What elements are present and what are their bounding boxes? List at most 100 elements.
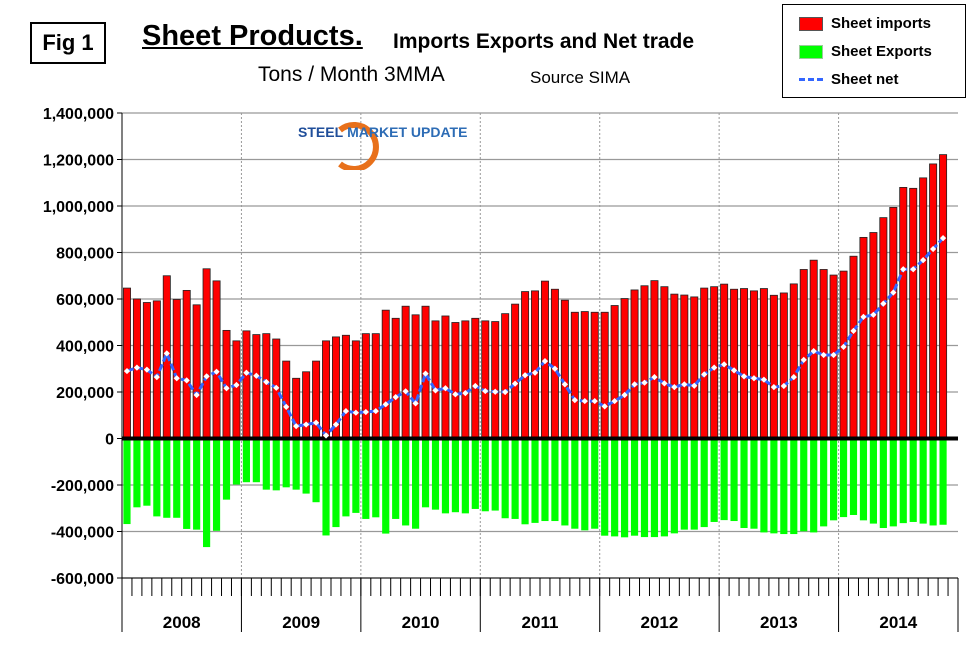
import-bar xyxy=(620,298,629,439)
export-bar xyxy=(909,438,917,522)
net-marker xyxy=(880,300,887,307)
net-marker xyxy=(740,373,748,380)
net-marker xyxy=(910,266,917,273)
import-bar xyxy=(859,236,868,439)
export-bar xyxy=(630,438,639,536)
export-bar xyxy=(601,438,609,536)
y-tick-label: 1,200,000 xyxy=(43,153,114,170)
net-marker xyxy=(671,384,678,391)
import-bar xyxy=(630,289,639,439)
import-bar xyxy=(361,333,370,439)
net-marker xyxy=(860,313,867,321)
export-bar xyxy=(750,438,758,529)
export-bar xyxy=(412,438,420,529)
net-marker xyxy=(790,374,797,381)
chart-title: Sheet Products. xyxy=(142,20,363,52)
net-marker xyxy=(322,432,330,439)
export-bar xyxy=(591,438,599,529)
export-bar xyxy=(859,438,868,521)
export-bar xyxy=(521,438,529,525)
net-marker xyxy=(721,361,728,368)
import-bar xyxy=(232,340,241,439)
net-marker xyxy=(810,347,817,355)
export-bar xyxy=(790,438,798,535)
net-marker xyxy=(920,257,927,264)
import-bar xyxy=(769,294,778,439)
net-marker xyxy=(203,373,210,380)
export-bar xyxy=(621,438,629,538)
export-bar xyxy=(392,438,400,519)
import-bar xyxy=(501,313,510,439)
export-bar xyxy=(720,438,728,521)
legend-item-imports: Sheet imports xyxy=(799,15,931,32)
net-marker xyxy=(352,409,359,416)
y-tick-label: -400,000 xyxy=(51,525,114,542)
import-bar xyxy=(839,270,848,439)
chart-subtitle: Imports Exports and Net trade xyxy=(393,30,695,53)
import-bar xyxy=(660,286,669,439)
export-bar xyxy=(929,438,937,526)
net-marker xyxy=(432,387,439,394)
import-bar xyxy=(889,206,898,439)
import-bar xyxy=(411,314,420,439)
import-bar xyxy=(700,287,709,439)
import-bar xyxy=(570,311,579,439)
import-bar xyxy=(182,289,191,439)
import-bar xyxy=(341,334,350,439)
export-bar xyxy=(153,438,161,517)
import-bar xyxy=(252,334,261,439)
logo: STEEL MARKET UPDATE xyxy=(298,122,467,170)
export-bar xyxy=(402,438,410,526)
import-bar xyxy=(471,317,480,439)
net-marker xyxy=(661,380,668,387)
export-bar xyxy=(342,438,350,517)
export-bar xyxy=(541,438,549,522)
export-bar xyxy=(242,438,250,483)
net-marker xyxy=(452,391,459,398)
export-bar xyxy=(879,438,887,529)
net-marker xyxy=(342,407,350,415)
source-label: Source SIMA xyxy=(530,68,631,87)
export-bar xyxy=(581,438,589,531)
import-bar xyxy=(292,377,301,439)
year-label: 2010 xyxy=(402,613,440,632)
export-bar xyxy=(551,438,559,522)
legend-label: Sheet imports xyxy=(831,15,932,32)
export-bar xyxy=(262,438,270,490)
export-bar xyxy=(700,438,708,528)
import-bar xyxy=(690,296,699,439)
export-bar xyxy=(491,438,499,511)
export-bar xyxy=(292,438,300,490)
import-bar xyxy=(779,292,788,439)
logo-arc-icon xyxy=(338,122,379,170)
legend-label: Sheet net xyxy=(831,71,899,88)
import-bar xyxy=(740,288,749,439)
imports-swatch xyxy=(799,16,823,31)
export-bar xyxy=(660,438,668,537)
import-bar xyxy=(759,288,768,439)
import-bar xyxy=(511,303,520,439)
net-marker xyxy=(372,407,379,415)
export-bar xyxy=(740,438,748,529)
import-bar xyxy=(212,280,221,439)
import-bar xyxy=(590,311,599,439)
y-tick-label: 0 xyxy=(105,432,114,449)
export-bar xyxy=(232,438,241,485)
y-tick-label: 800,000 xyxy=(56,246,114,263)
import-bar xyxy=(919,177,928,439)
import-bar xyxy=(192,304,201,439)
net-marker xyxy=(422,370,429,377)
export-bar xyxy=(183,438,191,529)
export-bar xyxy=(143,438,151,506)
net-marker xyxy=(263,378,270,386)
import-bar xyxy=(302,371,311,439)
export-bar xyxy=(640,438,649,538)
import-bar xyxy=(431,320,440,439)
import-bar xyxy=(322,340,331,439)
export-bar xyxy=(203,438,211,548)
import-bar xyxy=(351,340,360,439)
net-marker xyxy=(621,391,628,399)
import-bar xyxy=(202,268,211,439)
figure-label: Fig 1 xyxy=(30,22,106,64)
